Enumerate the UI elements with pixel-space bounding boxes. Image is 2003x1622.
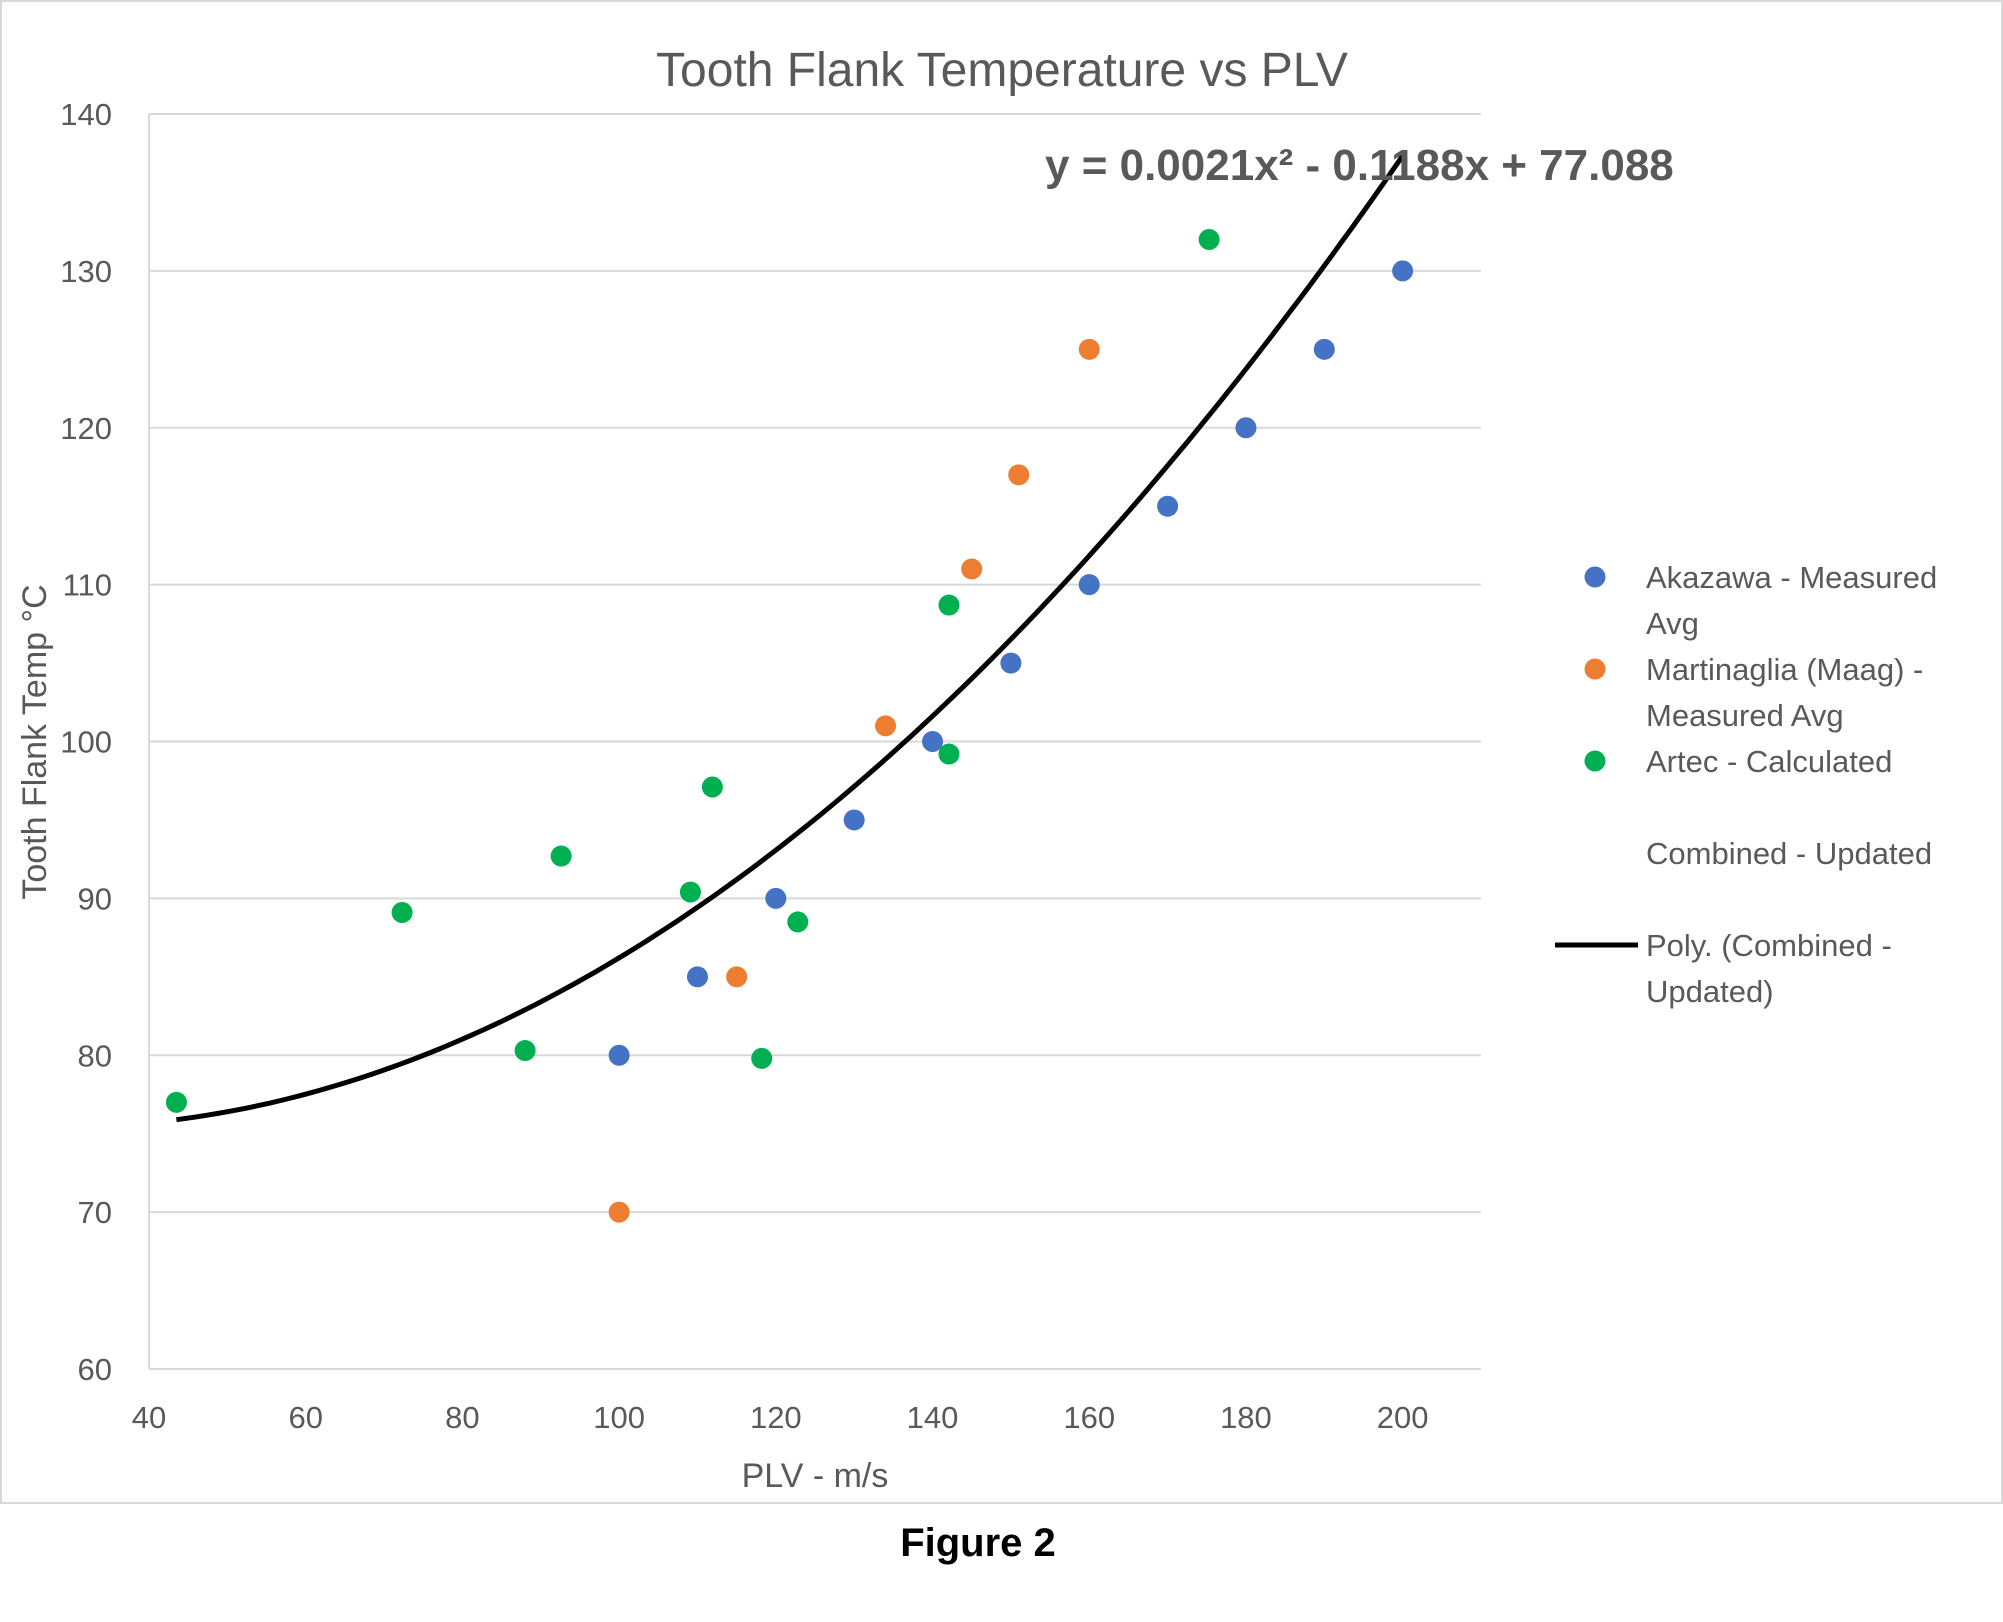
data-point-series-1 <box>1313 338 1335 360</box>
data-point-series-3 <box>751 1047 773 1069</box>
data-point-series-1 <box>765 887 787 909</box>
x-tick-label: 80 <box>445 1400 479 1435</box>
data-point-series-3 <box>165 1091 187 1113</box>
x-tick-label: 140 <box>907 1400 959 1435</box>
x-axis-label: PLV - m/s <box>742 1457 889 1495</box>
data-point-series-1 <box>1000 652 1022 674</box>
y-tick-label: 80 <box>78 1038 112 1073</box>
x-tick-label: 180 <box>1220 1400 1272 1435</box>
legend-label: Measured Avg <box>1646 698 1844 733</box>
legend: Akazawa - Measured Avg Martinaglia (Maag) … <box>1555 560 1937 1009</box>
gridlines <box>149 113 1481 1214</box>
data-point-series-1 <box>922 731 944 752</box>
y-tick-label: 120 <box>60 411 112 446</box>
data-point-series-3 <box>938 594 960 616</box>
legend-marker-2 <box>1584 658 1606 680</box>
x-tick-label: 120 <box>750 1400 802 1435</box>
data-point-series-1 <box>1235 417 1257 439</box>
legend-label: Avg <box>1646 606 1699 641</box>
data-point-series-1 <box>686 966 708 988</box>
trendline-curve <box>176 154 1405 1123</box>
legend-label: Martinaglia (Maag) - <box>1646 652 1923 687</box>
legend-label: Updated) <box>1646 974 1774 1009</box>
chart-area <box>0 0 2003 1504</box>
data-point-series-1 <box>1078 574 1100 596</box>
x-tick-label: 200 <box>1377 1400 1429 1435</box>
data-point-series-1 <box>1157 495 1179 517</box>
legend-label: Artec - Calculated <box>1646 744 1892 779</box>
y-axis-ticks: 60 70 80 90 100 110 120 130 140 <box>60 97 112 1387</box>
x-tick-label: 60 <box>288 1400 322 1435</box>
data-point-series-3 <box>679 881 701 903</box>
data-point-series-3 <box>938 743 960 765</box>
x-tick-label: 40 <box>132 1400 166 1435</box>
x-tick-label: 160 <box>1063 1400 1115 1435</box>
data-point-series-3 <box>514 1040 536 1062</box>
y-tick-label: 70 <box>78 1195 112 1230</box>
y-tick-label: 90 <box>78 881 112 916</box>
data-point-series-3 <box>787 911 809 933</box>
x-axis-ticks: 40 60 80 100 120 140 160 180 200 <box>132 1400 1429 1435</box>
chart-title: Tooth Flank Temperature vs PLV <box>656 44 1348 97</box>
y-tick-label: 140 <box>60 97 112 132</box>
legend-marker-1 <box>1584 566 1606 588</box>
y-tick-label: 60 <box>78 1352 112 1387</box>
data-point-series-3 <box>550 845 572 867</box>
data-point-series-3 <box>1198 229 1220 250</box>
legend-label: Poly. (Combined - <box>1646 928 1892 963</box>
y-tick-label: 110 <box>63 568 112 603</box>
y-axis-label: Tooth Flank Temp °C <box>16 584 54 899</box>
data-point-series-2 <box>608 1201 630 1223</box>
data-point-series-1 <box>608 1044 630 1066</box>
data-point-series-2 <box>875 715 897 737</box>
legend-marker-3 <box>1584 750 1606 772</box>
data-point-series-1 <box>1392 260 1414 282</box>
y-tick-label: 100 <box>60 725 112 760</box>
data-point-series-3 <box>701 776 723 798</box>
y-tick-label: 130 <box>60 254 112 289</box>
figure-caption: Figure 2 <box>900 1521 1056 1565</box>
data-point-series-2 <box>961 558 983 580</box>
data-points <box>165 229 1414 1223</box>
x-tick-label: 100 <box>593 1400 645 1435</box>
axes <box>148 114 1481 1370</box>
data-point-series-2 <box>726 966 748 988</box>
trendline-equation: y = 0.0021x² - 0.1188x + 77.088 <box>1045 141 1674 190</box>
data-point-series-2 <box>1078 338 1100 360</box>
data-point-series-3 <box>391 901 413 923</box>
legend-label: Akazawa - Measured <box>1646 560 1937 595</box>
data-point-series-1 <box>843 809 865 831</box>
data-point-series-2 <box>1008 464 1030 486</box>
legend-label: Combined - Updated <box>1646 836 1932 871</box>
